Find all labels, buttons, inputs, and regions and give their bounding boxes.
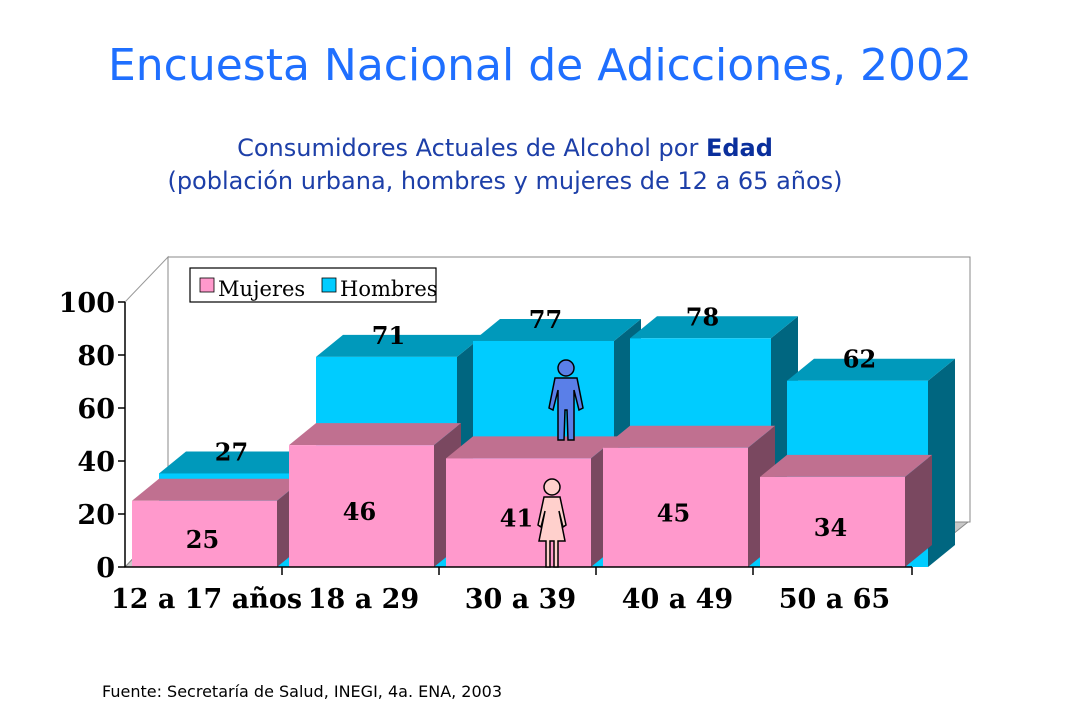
bar-mujeres-top	[446, 436, 618, 459]
bar-hombres-top	[787, 358, 955, 381]
data-label-mujeres: 41	[500, 504, 533, 533]
data-labels: 27 25 71 46 77 41 78 45 62 34	[186, 302, 876, 554]
bar-mujeres-side	[905, 454, 932, 567]
data-label-hombres: 78	[686, 302, 719, 331]
figures	[537, 359, 584, 568]
bar-mujeres-top	[760, 454, 932, 477]
legend-label-mujeres: Mujeres	[218, 277, 305, 301]
data-label-mujeres: 45	[657, 498, 690, 527]
x-tick-label: 18 a 29	[308, 584, 419, 615]
y-tick-label: 40	[77, 447, 115, 478]
y-tick-label: 80	[77, 341, 115, 372]
data-label-mujeres: 34	[814, 513, 847, 542]
y-tick-label: 100	[59, 288, 115, 319]
data-label-hombres: 77	[529, 305, 562, 334]
bar-mujeres-top	[132, 478, 304, 501]
bar-mujeres-front	[446, 458, 591, 567]
woman-icon	[537, 478, 567, 568]
bar-mujeres	[603, 425, 775, 567]
bar-mujeres-top	[289, 423, 461, 446]
bar-mujeres-front	[132, 500, 277, 567]
y-tick-label: 20	[77, 500, 115, 531]
data-label-hombres: 62	[843, 345, 876, 374]
legend-label-hombres: Hombres	[340, 277, 438, 301]
subtitle-line-2: (población urbana, hombres y mujeres de …	[167, 167, 843, 195]
data-label-mujeres: 25	[186, 525, 219, 554]
x-tick-label: 50 a 65	[779, 584, 890, 615]
subtitle-bold-edad: Edad	[705, 134, 773, 162]
bar-hombres-top	[159, 451, 327, 474]
legend-swatch-mujeres	[199, 277, 215, 293]
subtitle-line-1: Consumidores Actuales de Alcohol por Eda…	[0, 132, 1010, 165]
bar-mujeres	[446, 436, 618, 567]
y-tick-label: 60	[77, 394, 115, 425]
bar-mujeres	[132, 478, 304, 567]
man-icon	[548, 359, 584, 441]
legend-swatch-hombres	[321, 277, 337, 293]
bars-mujeres	[132, 423, 932, 567]
y-tick-label: 0	[96, 553, 115, 584]
data-label-hombres: 27	[215, 437, 248, 466]
legend: Mujeres Hombres	[189, 267, 438, 303]
data-label-hombres: 71	[372, 321, 405, 350]
x-tick-label: 12 a 17 años	[111, 584, 302, 615]
bar-hombres-top	[630, 316, 798, 339]
bar-mujeres	[760, 454, 932, 567]
chart-subtitle: Consumidores Actuales de Alcohol por Eda…	[0, 132, 1010, 198]
x-tick-label: 40 a 49	[622, 584, 733, 615]
bar-mujeres-front	[603, 447, 748, 567]
bar-hombres-top	[316, 334, 484, 357]
page-title: Encuesta Nacional de Adicciones, 2002	[107, 40, 973, 91]
bar-mujeres	[289, 423, 461, 567]
bar-mujeres-front	[760, 476, 905, 567]
bar-mujeres-front	[289, 445, 434, 567]
source-note: Fuente: Secretaría de Salud, INEGI, 4a. …	[102, 682, 503, 701]
legend-box	[189, 267, 437, 303]
x-tick-label: 30 a 39	[465, 584, 576, 615]
axes: 0 20 40 60 80 100 12 a 17 años 18 a 29 30 a 39 40…	[59, 288, 913, 615]
bar-hombres-side	[928, 358, 955, 567]
data-label-mujeres: 46	[343, 497, 376, 526]
bar-mujeres-top	[603, 425, 775, 448]
subtitle-prefix: Consumidores Actuales de Alcohol por	[237, 134, 706, 162]
bar-hombres-top	[473, 318, 641, 341]
